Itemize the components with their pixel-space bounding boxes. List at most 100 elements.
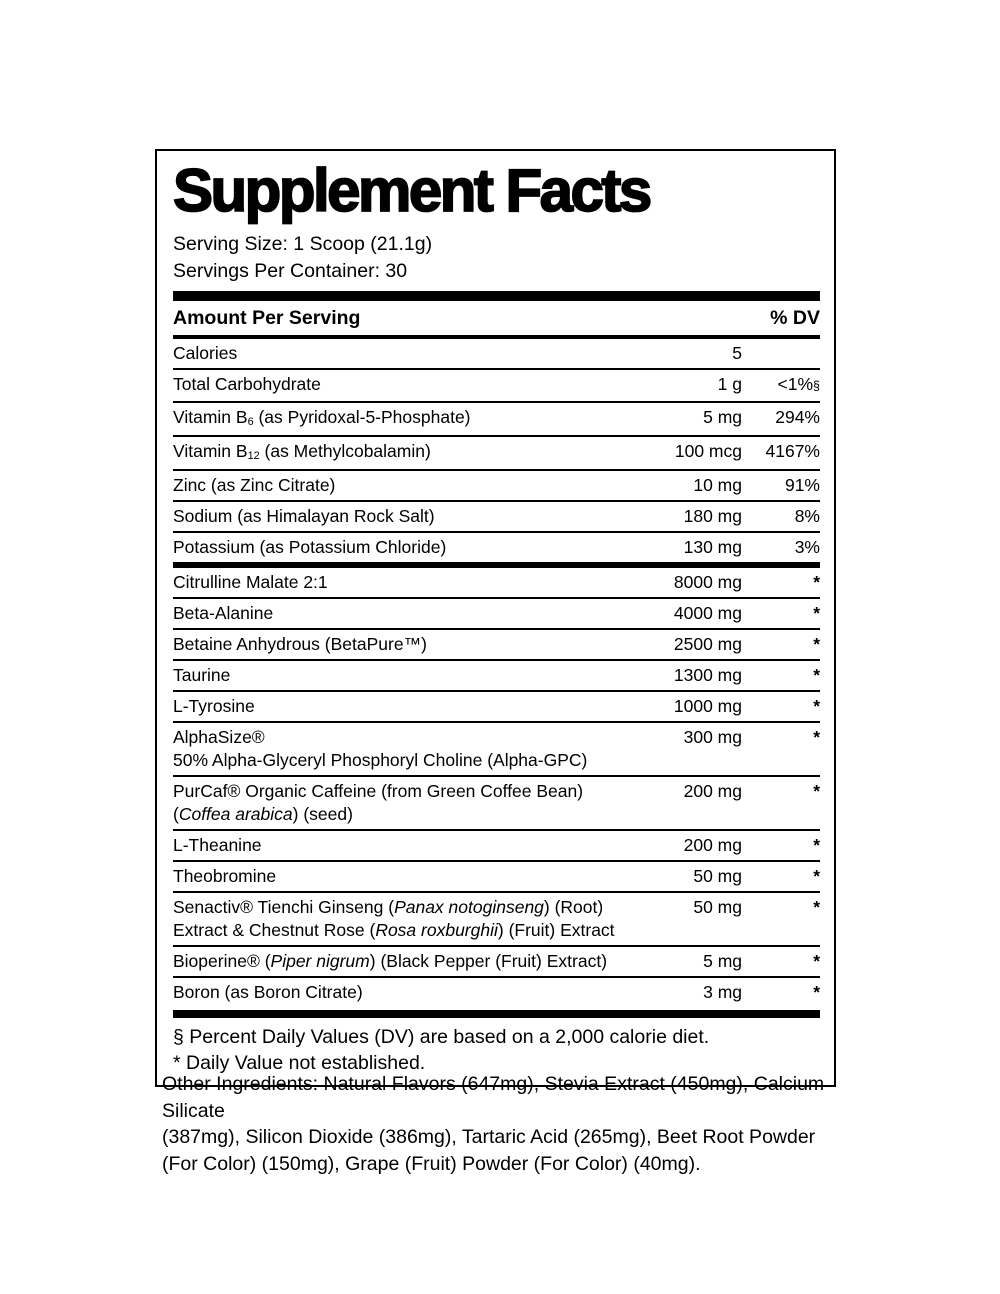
table-row-main-line: Beta-Alanine 4000 mg * [173, 603, 820, 625]
table-row-main-line: Senactiv® Tienchi Ginseng (Panax notogin… [173, 897, 820, 919]
nutrient-name: Bioperine® (Piper nigrum) (Black Pepper … [173, 951, 624, 973]
table-row: Taurine 1300 mg * [173, 661, 820, 692]
nutrient-amount: 5 mg [703, 407, 742, 427]
text-segment: Betaine Anhydrous (BetaPure™) [173, 634, 427, 654]
nutrient-dv: 8% [794, 506, 820, 526]
nutrient-amount: 50 mg [693, 897, 742, 917]
table-row-main-line: L-Theanine 200 mg * [173, 835, 820, 857]
text-segment: L-Tyrosine [173, 696, 255, 716]
amount-per-serving-header: Amount Per Serving [173, 307, 361, 329]
supplement-facts-panel: Supplement Facts Serving Size: 1 Scoop (… [155, 149, 836, 1087]
nutrient-name: L-Tyrosine [173, 696, 624, 718]
table-row-main-line: L-Tyrosine 1000 mg * [173, 696, 820, 718]
table-row: Boron (as Boron Citrate) 3 mg * [173, 978, 820, 1010]
text-segment: Taurine [173, 665, 231, 685]
nutrient-name: Vitamin B6 (as Pyridoxal-5-Phosphate) [173, 407, 624, 432]
text-segment: ) (Black Pepper (Fruit) Extract) [369, 951, 608, 971]
servings-per-container-line: Servings Per Container: 30 [173, 259, 408, 282]
table-row: Citrulline Malate 2:1 8000 mg * [173, 568, 820, 599]
nutrient-name-line2: 50% Alpha-Glyceryl Phosphoryl Choline (A… [173, 750, 820, 772]
table-row-main-line: Calories 5 [173, 343, 820, 365]
panel-title: Supplement Facts [172, 157, 653, 224]
nutrient-amount: 300 mg [683, 727, 742, 747]
text-segment: Coffea arabica [178, 804, 293, 824]
table-row: Betaine Anhydrous (BetaPure™) 2500 mg * [173, 630, 820, 661]
nutrient-amount: 130 mg [683, 537, 742, 557]
nutrient-name-line2: (Coffea arabica) (seed) [173, 804, 820, 826]
nutrient-dv: * [813, 781, 820, 801]
nutrient-amount: 100 mcg [674, 441, 742, 461]
nutrient-amount: 5 [732, 343, 742, 363]
table-row: Total Carbohydrate 1 g <1%§ [173, 370, 820, 403]
nutrient-amount: 10 mg [693, 475, 742, 495]
footnote-daily-values: § Percent Daily Values (DV) are based on… [173, 1025, 710, 1048]
nutrient-name: Beta-Alanine [173, 603, 624, 625]
text-segment: Vitamin B [173, 441, 248, 461]
table-row: L-Tyrosine 1000 mg * [173, 692, 820, 723]
table-row-main-line: Sodium (as Himalayan Rock Salt) 180 mg 8% [173, 506, 820, 528]
table-row: Theobromine 50 mg * [173, 862, 820, 893]
text-segment: (as Methylcobalamin) [259, 441, 431, 461]
nutrient-dv: * [813, 603, 820, 623]
text-segment: (as Pyridoxal-5-Phosphate) [253, 407, 471, 427]
nutrient-name: AlphaSize® [173, 727, 624, 749]
table-row: Sodium (as Himalayan Rock Salt) 180 mg 8% [173, 502, 820, 533]
table-row-main-line: Taurine 1300 mg * [173, 665, 820, 687]
text-segment: PurCaf® Organic Caffeine (from Green Cof… [173, 781, 584, 801]
table-row: Beta-Alanine 4000 mg * [173, 599, 820, 630]
text-segment: AlphaSize® [173, 727, 265, 747]
footnotes: § Percent Daily Values (DV) are based on… [173, 1018, 820, 1076]
nutrient-name: Betaine Anhydrous (BetaPure™) [173, 634, 624, 656]
table-row-main-line: Boron (as Boron Citrate) 3 mg * [173, 982, 820, 1004]
nutrient-name: Taurine [173, 665, 624, 687]
nutrient-dv: 294% [775, 407, 820, 427]
nutrient-dv: <1%§ [777, 374, 820, 394]
footnote-not-established: * Daily Value not established. [173, 1051, 426, 1074]
nutrient-name: Zinc (as Zinc Citrate) [173, 475, 624, 497]
nutrient-amount: 3 mg [703, 982, 742, 1002]
nutrient-dv: 91% [784, 475, 820, 495]
nutrient-amount: 5 mg [703, 951, 742, 971]
nutrient-dv: 4167% [765, 441, 821, 461]
table-row-main-line: Betaine Anhydrous (BetaPure™) 2500 mg * [173, 634, 820, 656]
table-row-main-line: Citrulline Malate 2:1 8000 mg * [173, 572, 820, 594]
nutrient-dv: * [813, 951, 820, 971]
table-row: PurCaf® Organic Caffeine (from Green Cof… [173, 777, 820, 831]
nutrient-name: PurCaf® Organic Caffeine (from Green Cof… [173, 781, 624, 803]
table-row-main-line: Total Carbohydrate 1 g <1%§ [173, 374, 820, 398]
text-segment: Extract & Chestnut Rose ( [173, 920, 376, 940]
nutrient-dv: * [813, 634, 820, 654]
table-row-main-line: Vitamin B12 (as Methylcobalamin) 100 mcg 4… [173, 441, 820, 466]
nutrient-amount: 4000 mg [673, 603, 742, 623]
nutrient-dv: * [813, 572, 820, 592]
nutrient-name: Potassium (as Potassium Chloride) [173, 537, 624, 559]
text-segment: ) (seed) [292, 804, 353, 824]
other-ingredients-paragraph: Other Ingredients: Natural Flavors (647m… [162, 1071, 862, 1177]
nutrient-amount: 1300 mg [673, 665, 742, 685]
nutrient-name: Calories [173, 343, 624, 365]
other-ingredients-line: (For Color) (150mg), Grape (Fruit) Powde… [162, 1152, 701, 1175]
nutrient-dv: * [813, 696, 820, 716]
thick-rule-top [173, 291, 820, 301]
table-row: Calories 5 [173, 339, 820, 370]
text-segment: Beta-Alanine [173, 603, 274, 623]
table-row-main-line: Theobromine 50 mg * [173, 866, 820, 888]
nutrient-dv: * [813, 982, 820, 1002]
nutrient-rows: Calories 5 Total Carbohydrate 1 g <1%§ Vitami… [173, 339, 820, 1010]
text-segment: Piper nigrum [270, 951, 370, 971]
nutrient-name: Sodium (as Himalayan Rock Salt) [173, 506, 624, 528]
text-segment: Potassium (as Potassium Chloride) [173, 537, 447, 557]
text-segment: L-Theanine [173, 835, 262, 855]
nutrient-name: L-Theanine [173, 835, 624, 857]
nutrient-dv: * [813, 866, 820, 886]
nutrient-name: Total Carbohydrate [173, 374, 624, 396]
text-segment: 50% Alpha-Glyceryl Phosphoryl Choline (A… [173, 750, 588, 770]
text-segment: Panax notoginseng [394, 897, 544, 917]
table-row-main-line: Vitamin B6 (as Pyridoxal-5-Phosphate) 5 m… [173, 407, 820, 432]
table-row-main-line: AlphaSize® 300 mg * [173, 727, 820, 749]
text-segment: Sodium (as Himalayan Rock Salt) [173, 506, 435, 526]
nutrient-amount: 1 g [717, 374, 742, 394]
table-header-row: Amount Per Serving % DV [173, 301, 820, 339]
table-row-main-line: Bioperine® (Piper nigrum) (Black Pepper … [173, 951, 820, 973]
text-segment: Calories [173, 343, 238, 363]
